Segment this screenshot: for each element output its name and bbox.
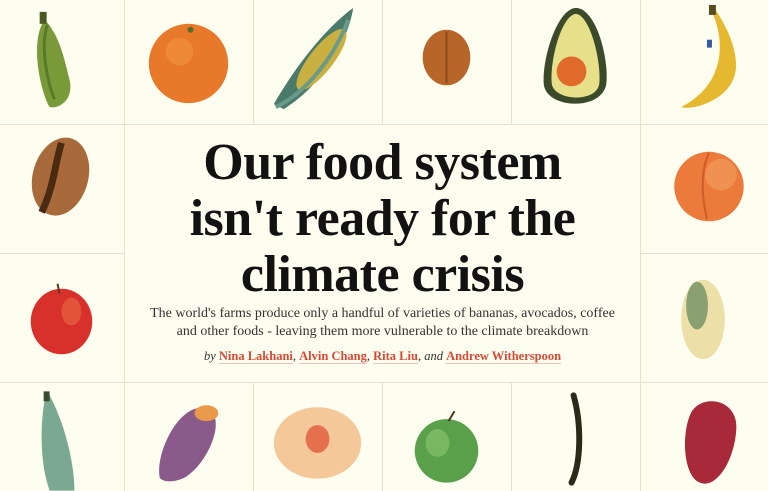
byline-and: and — [424, 349, 443, 363]
walnut-illustration — [383, 0, 512, 125]
separator: , — [366, 349, 370, 363]
sweet-potato-illustration — [125, 383, 254, 491]
author-link[interactable]: Rita Liu — [373, 349, 418, 364]
headline-line: Our food system — [203, 134, 562, 191]
standfirst-line: and other foods - leaving them more vuln… — [176, 324, 589, 339]
red-potato-illustration — [641, 383, 768, 491]
corn-illustration — [254, 0, 383, 125]
author-link[interactable]: Andrew Witherspoon — [446, 349, 562, 364]
standfirst-line: The world's farms produce only a handful… — [150, 306, 615, 321]
avocado-illustration — [512, 0, 641, 125]
peach-half-illustration — [254, 383, 383, 491]
headline-line: isn't ready for the — [189, 190, 576, 247]
peach-illustration — [641, 125, 768, 254]
headline-line: climate crisis — [240, 246, 525, 303]
vanilla-pod-illustration — [512, 383, 641, 491]
separator: , — [292, 349, 297, 363]
apple-illustration — [0, 254, 125, 383]
standfirst: The world's farms produce only a handful… — [145, 305, 620, 341]
pistachio-illustration — [641, 254, 768, 383]
headline: Our food system isn't ready for the clim… — [125, 135, 640, 303]
separator: , — [417, 349, 422, 363]
orange-illustration — [125, 0, 254, 125]
green-apple-illustration — [383, 383, 512, 491]
green-banana-illustration — [0, 383, 125, 491]
article-header: Our food system isn't ready for the clim… — [125, 125, 641, 383]
banana-illustration — [641, 0, 768, 125]
byline-prefix: by — [203, 349, 216, 363]
coffee-bean-illustration — [0, 125, 125, 254]
plantain-illustration — [0, 0, 125, 125]
author-link[interactable]: Alvin Chang — [299, 349, 367, 364]
byline: by Nina Lakhani, Alvin Chang, Rita Liu, … — [125, 349, 640, 364]
author-link[interactable]: Nina Lakhani — [218, 349, 293, 364]
